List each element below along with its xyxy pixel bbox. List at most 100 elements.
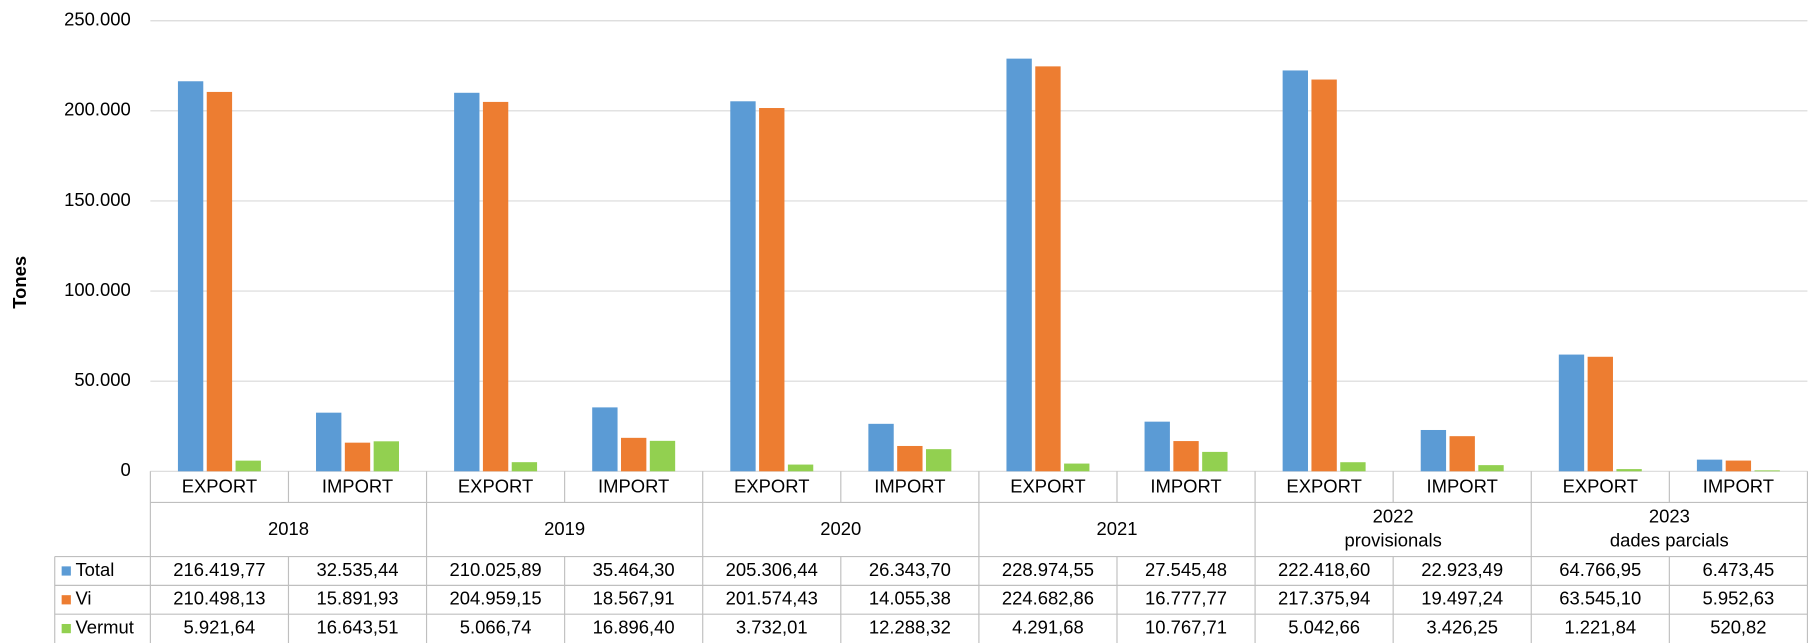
- bar: [1420, 429, 1447, 472]
- bar: [868, 423, 894, 472]
- bar: [454, 92, 480, 472]
- bar: [925, 449, 952, 472]
- bar: [759, 108, 785, 472]
- legend-swatch: [61, 566, 71, 576]
- data-label: 224.682,86: [1002, 588, 1094, 609]
- data-label: 16.643,51: [317, 616, 399, 637]
- data-label: 228.974,55: [1002, 559, 1094, 580]
- data-label: 204.959,15: [449, 588, 541, 609]
- x-tick-label: IMPORT: [598, 475, 669, 496]
- group-label: 2019: [544, 518, 585, 539]
- y-tick-label: 250.000: [64, 9, 131, 30]
- x-tick-label: IMPORT: [1703, 475, 1774, 496]
- data-label: 63.545,10: [1559, 588, 1641, 609]
- legend-swatch: [61, 623, 71, 634]
- data-label: 12.288,32: [869, 616, 951, 637]
- bar: [206, 91, 233, 472]
- y-tick-label: 100.000: [64, 279, 131, 300]
- bar: [482, 101, 509, 472]
- bar: [1311, 79, 1337, 472]
- data-label: 216.419,77: [173, 559, 265, 580]
- data-label: 217.375,94: [1278, 588, 1370, 609]
- bar: [621, 437, 647, 472]
- bar: [316, 412, 342, 472]
- data-label: 18.567,91: [593, 588, 675, 609]
- data-label: 15.891,93: [317, 588, 399, 609]
- legend-label: Vermut: [75, 616, 133, 637]
- data-label: 1.221,84: [1564, 616, 1636, 637]
- data-label: 35.464,30: [593, 559, 675, 580]
- group-label: 2020: [820, 518, 861, 539]
- data-label: 5.952,63: [1703, 588, 1775, 609]
- x-tick-label: EXPORT: [1563, 475, 1638, 496]
- x-tick-label: IMPORT: [874, 475, 945, 496]
- data-label: 14.055,38: [869, 588, 951, 609]
- bar: [1696, 459, 1723, 472]
- bar: [592, 407, 618, 472]
- data-label: 22.923,49: [1421, 559, 1503, 580]
- x-tick-label: EXPORT: [1010, 475, 1085, 496]
- data-label: 19.497,24: [1421, 588, 1503, 609]
- data-label: 222.418,60: [1278, 559, 1370, 580]
- bar: [1282, 70, 1308, 472]
- y-tick-label: 50.000: [74, 369, 130, 390]
- group-label: 2021: [1096, 518, 1137, 539]
- bar: [235, 460, 261, 472]
- data-label: 5.066,74: [460, 616, 532, 637]
- group-label: provisionals: [1345, 529, 1442, 550]
- data-label: 520,82: [1710, 616, 1766, 637]
- bar: [1144, 421, 1170, 472]
- data-label: 16.777,77: [1145, 588, 1227, 609]
- bar: [649, 440, 676, 472]
- legend-label: Vi: [75, 588, 91, 609]
- x-tick-label: EXPORT: [182, 475, 257, 496]
- data-label: 3.732,01: [736, 616, 808, 637]
- data-label: 210.498,13: [173, 588, 265, 609]
- data-label: 16.896,40: [593, 616, 675, 637]
- bar: [344, 442, 371, 472]
- data-label: 27.545,48: [1145, 559, 1227, 580]
- bar: [1064, 463, 1090, 472]
- x-tick-label: IMPORT: [1427, 475, 1498, 496]
- bar: [1754, 470, 1780, 472]
- data-label: 210.025,89: [449, 559, 541, 580]
- x-tick-label: IMPORT: [1150, 475, 1221, 496]
- bar: [1340, 462, 1366, 472]
- y-tick-label: 200.000: [64, 99, 131, 120]
- group-label: 2023: [1649, 505, 1690, 526]
- bar: [1558, 354, 1585, 472]
- data-label: 5.921,64: [184, 616, 256, 637]
- group-label: dades parcials: [1610, 529, 1729, 550]
- bar: [1035, 66, 1061, 472]
- bar: [1587, 356, 1613, 472]
- data-label: 4.291,68: [1012, 616, 1084, 637]
- bar: [730, 101, 756, 472]
- bar: [897, 445, 923, 472]
- bar: [511, 462, 538, 472]
- bar: [1725, 460, 1752, 472]
- data-label: 32.535,44: [317, 559, 399, 580]
- x-tick-label: EXPORT: [1286, 475, 1361, 496]
- y-axis-label: Tones: [9, 256, 30, 309]
- group-label: 2022: [1373, 505, 1414, 526]
- x-tick-label: EXPORT: [734, 475, 809, 496]
- data-label: 6.473,45: [1703, 559, 1775, 580]
- bar: [787, 464, 814, 472]
- data-label: 26.343,70: [869, 559, 951, 580]
- y-tick-label: 0: [121, 459, 131, 480]
- x-tick-label: IMPORT: [322, 475, 393, 496]
- bar: [1478, 465, 1504, 472]
- data-label: 3.426,25: [1426, 616, 1498, 637]
- bar: [1202, 451, 1228, 472]
- data-label: 10.767,71: [1145, 616, 1227, 637]
- data-label: 64.766,95: [1559, 559, 1641, 580]
- y-tick-label: 150.000: [64, 189, 131, 210]
- bar: [177, 81, 204, 472]
- bar: [1173, 441, 1199, 472]
- data-label: 205.306,44: [726, 559, 818, 580]
- legend-swatch: [61, 595, 71, 605]
- data-label: 5.042,66: [1288, 616, 1360, 637]
- bar: [1006, 58, 1032, 472]
- bar: [1449, 436, 1475, 472]
